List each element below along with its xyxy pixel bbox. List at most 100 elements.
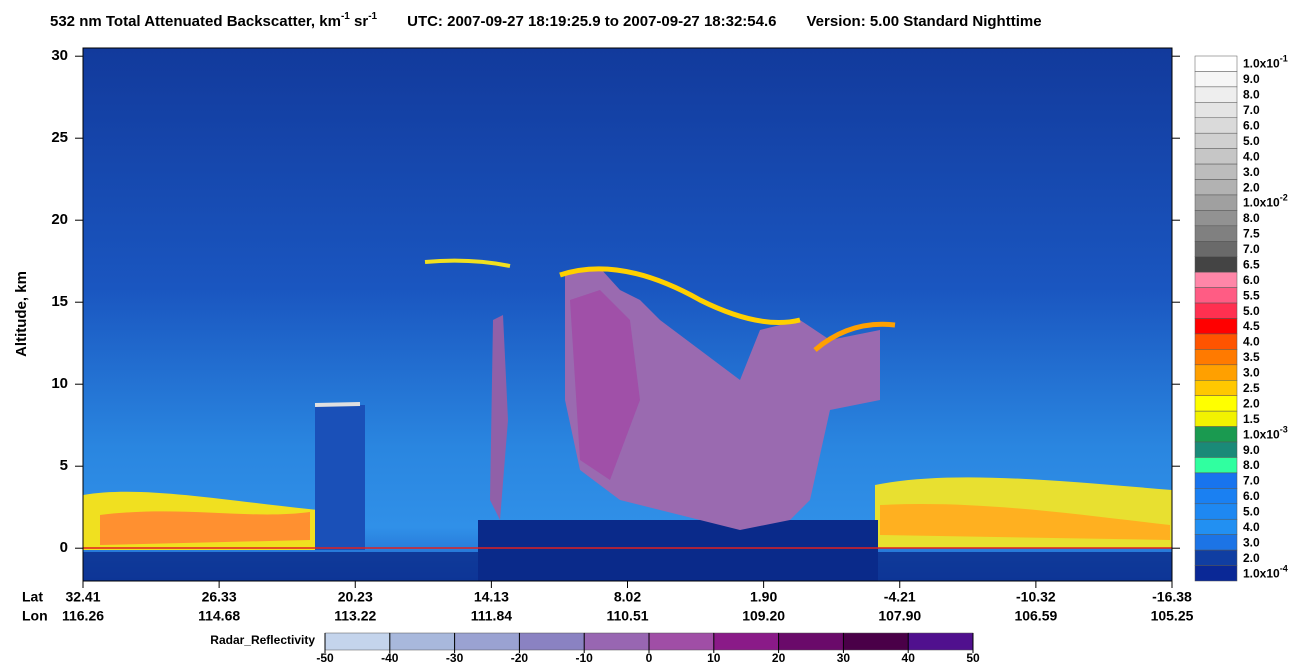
cloud bbox=[490, 315, 508, 520]
colorbar-swatch bbox=[1194, 333, 1238, 350]
lon-label: 116.26 bbox=[62, 608, 104, 624]
colorbar-label-text: 2.0 bbox=[1243, 551, 1260, 565]
radar-tick-label: 30 bbox=[837, 651, 851, 665]
lon-label: 114.68 bbox=[198, 608, 240, 624]
colorbar-swatch bbox=[1194, 488, 1238, 505]
colorbar-label: 8.0 bbox=[1243, 458, 1260, 472]
radar-tick-label: 20 bbox=[772, 651, 786, 665]
colorbar-label-text: 3.5 bbox=[1243, 350, 1260, 364]
lat-label: 26.33 bbox=[202, 589, 237, 605]
radar-tick-label: 10 bbox=[707, 651, 721, 665]
lat-label: -10.32 bbox=[1016, 589, 1056, 605]
colorbar-label: 6.0 bbox=[1243, 273, 1260, 287]
radar-swatch bbox=[324, 632, 391, 651]
radar-tick-label: 40 bbox=[902, 651, 916, 665]
colorbar-label: 1.0x10-3 bbox=[1243, 425, 1288, 442]
colorbar-label: 1.0x10-2 bbox=[1243, 193, 1288, 210]
colorbar-swatch bbox=[1194, 256, 1238, 273]
y-tick-label: 20 bbox=[51, 211, 68, 228]
colorbar-label-exp: -3 bbox=[1280, 425, 1288, 435]
colorbar-label-text: 6.0 bbox=[1243, 273, 1260, 287]
colorbar-label-text: 1.0x10 bbox=[1243, 427, 1280, 441]
colorbar-label-text: 7.0 bbox=[1243, 242, 1260, 256]
colorbar-label-text: 2.5 bbox=[1243, 381, 1260, 395]
colorbar-label-text: 4.5 bbox=[1243, 319, 1260, 333]
colorbar-swatch bbox=[1194, 410, 1238, 427]
chart-title: 532 nm Total Attenuated Backscatter, km-… bbox=[50, 11, 1042, 30]
y-tick-label: 25 bbox=[51, 129, 68, 146]
lat-label: 8.02 bbox=[614, 589, 641, 605]
colorbar-swatch bbox=[1194, 163, 1238, 180]
colorbar-label: 6.0 bbox=[1243, 489, 1260, 503]
colorbar-label: 5.0 bbox=[1243, 134, 1260, 148]
colorbar-label: 2.5 bbox=[1243, 381, 1260, 395]
colorbar-label: 6.0 bbox=[1243, 119, 1260, 133]
title-utc: UTC: 2007-09-27 18:19:25.9 to 2007-09-27… bbox=[407, 13, 776, 30]
shadow bbox=[315, 405, 365, 550]
colorbar-label-text: 3.0 bbox=[1243, 165, 1260, 179]
colorbar-label-text: 7.5 bbox=[1243, 227, 1260, 241]
colorbar-swatch bbox=[1194, 102, 1238, 119]
colorbar-swatch bbox=[1194, 302, 1238, 319]
colorbar-label: 8.0 bbox=[1243, 211, 1260, 225]
colorbar-label: 3.0 bbox=[1243, 165, 1260, 179]
colorbar-label-text: 9.0 bbox=[1243, 443, 1260, 457]
colorbar-label: 4.5 bbox=[1243, 319, 1260, 333]
colorbar-label-text: 1.5 bbox=[1243, 412, 1260, 426]
title-version: Version: 5.00 Standard Nighttime bbox=[807, 13, 1042, 30]
colorbar-label: 3.0 bbox=[1243, 536, 1260, 550]
radar-swatch bbox=[454, 632, 520, 651]
y-tick-label: 10 bbox=[51, 375, 68, 392]
lon-label: 109.20 bbox=[742, 608, 785, 624]
radar-tick-label: -30 bbox=[446, 651, 464, 665]
colorbar-label: 2.0 bbox=[1243, 551, 1260, 565]
colorbar-label: 9.0 bbox=[1243, 443, 1260, 457]
colorbar-label: 7.0 bbox=[1243, 474, 1260, 488]
radar-label: Radar_Reflectivity bbox=[210, 633, 315, 647]
colorbar-swatch bbox=[1194, 534, 1238, 551]
colorbar-label: 8.0 bbox=[1243, 88, 1260, 102]
colorbar-label: 2.0 bbox=[1243, 180, 1260, 194]
colorbar-swatch bbox=[1194, 55, 1238, 72]
colorbar-swatch bbox=[1194, 117, 1238, 134]
y-tick-label: 0 bbox=[60, 539, 68, 556]
colorbar-swatch bbox=[1194, 426, 1238, 443]
radar-tick-label: -40 bbox=[381, 651, 399, 665]
colorbar-label: 1.0x10-4 bbox=[1243, 564, 1288, 581]
colorbar-label-text: 6.0 bbox=[1243, 119, 1260, 133]
colorbar-label-text: 6.5 bbox=[1243, 258, 1260, 272]
colorbar-label-exp: -2 bbox=[1280, 193, 1288, 203]
cloud-edge bbox=[559, 266, 801, 325]
cloud-edge bbox=[424, 258, 511, 268]
colorbar-label: 7.5 bbox=[1243, 227, 1260, 241]
subsurface bbox=[83, 552, 1172, 581]
radar-swatch bbox=[648, 632, 715, 651]
colorbar-label-text: 1.0x10 bbox=[1243, 57, 1280, 71]
colorbar-swatch bbox=[1194, 349, 1238, 366]
lon-label: 111.84 bbox=[471, 608, 512, 624]
lon-label: 110.51 bbox=[606, 608, 648, 624]
radar-tick-label: -20 bbox=[511, 651, 529, 665]
colorbar-swatch bbox=[1194, 457, 1238, 474]
x-row-label: Lat bbox=[22, 589, 43, 605]
colorbar-label-text: 5.0 bbox=[1243, 304, 1260, 318]
y-axis-label: Altitude, km bbox=[13, 271, 30, 357]
radar-swatch bbox=[583, 632, 650, 651]
colorbar-label: 7.0 bbox=[1243, 103, 1260, 117]
radar-swatch bbox=[519, 632, 585, 651]
colorbar-swatch bbox=[1194, 241, 1238, 257]
title-superscript: -1 bbox=[341, 11, 350, 22]
radar-swatch bbox=[389, 632, 455, 651]
y-tick-label: 30 bbox=[51, 47, 68, 64]
lat-label: 20.23 bbox=[338, 589, 373, 605]
colorbar-label-text: 8.0 bbox=[1243, 211, 1260, 225]
radar-swatch bbox=[907, 632, 974, 651]
radar-tick-label: 0 bbox=[646, 651, 653, 665]
colorbar-label-text: 4.0 bbox=[1243, 150, 1260, 164]
colorbar-swatch bbox=[1194, 86, 1238, 103]
colorbar-label-text: 6.0 bbox=[1243, 489, 1260, 503]
colorbar-label: 6.5 bbox=[1243, 258, 1260, 272]
boundary-layer bbox=[100, 511, 310, 545]
colorbar-label: 3.0 bbox=[1243, 366, 1260, 380]
y-tick-label: 15 bbox=[51, 293, 68, 310]
